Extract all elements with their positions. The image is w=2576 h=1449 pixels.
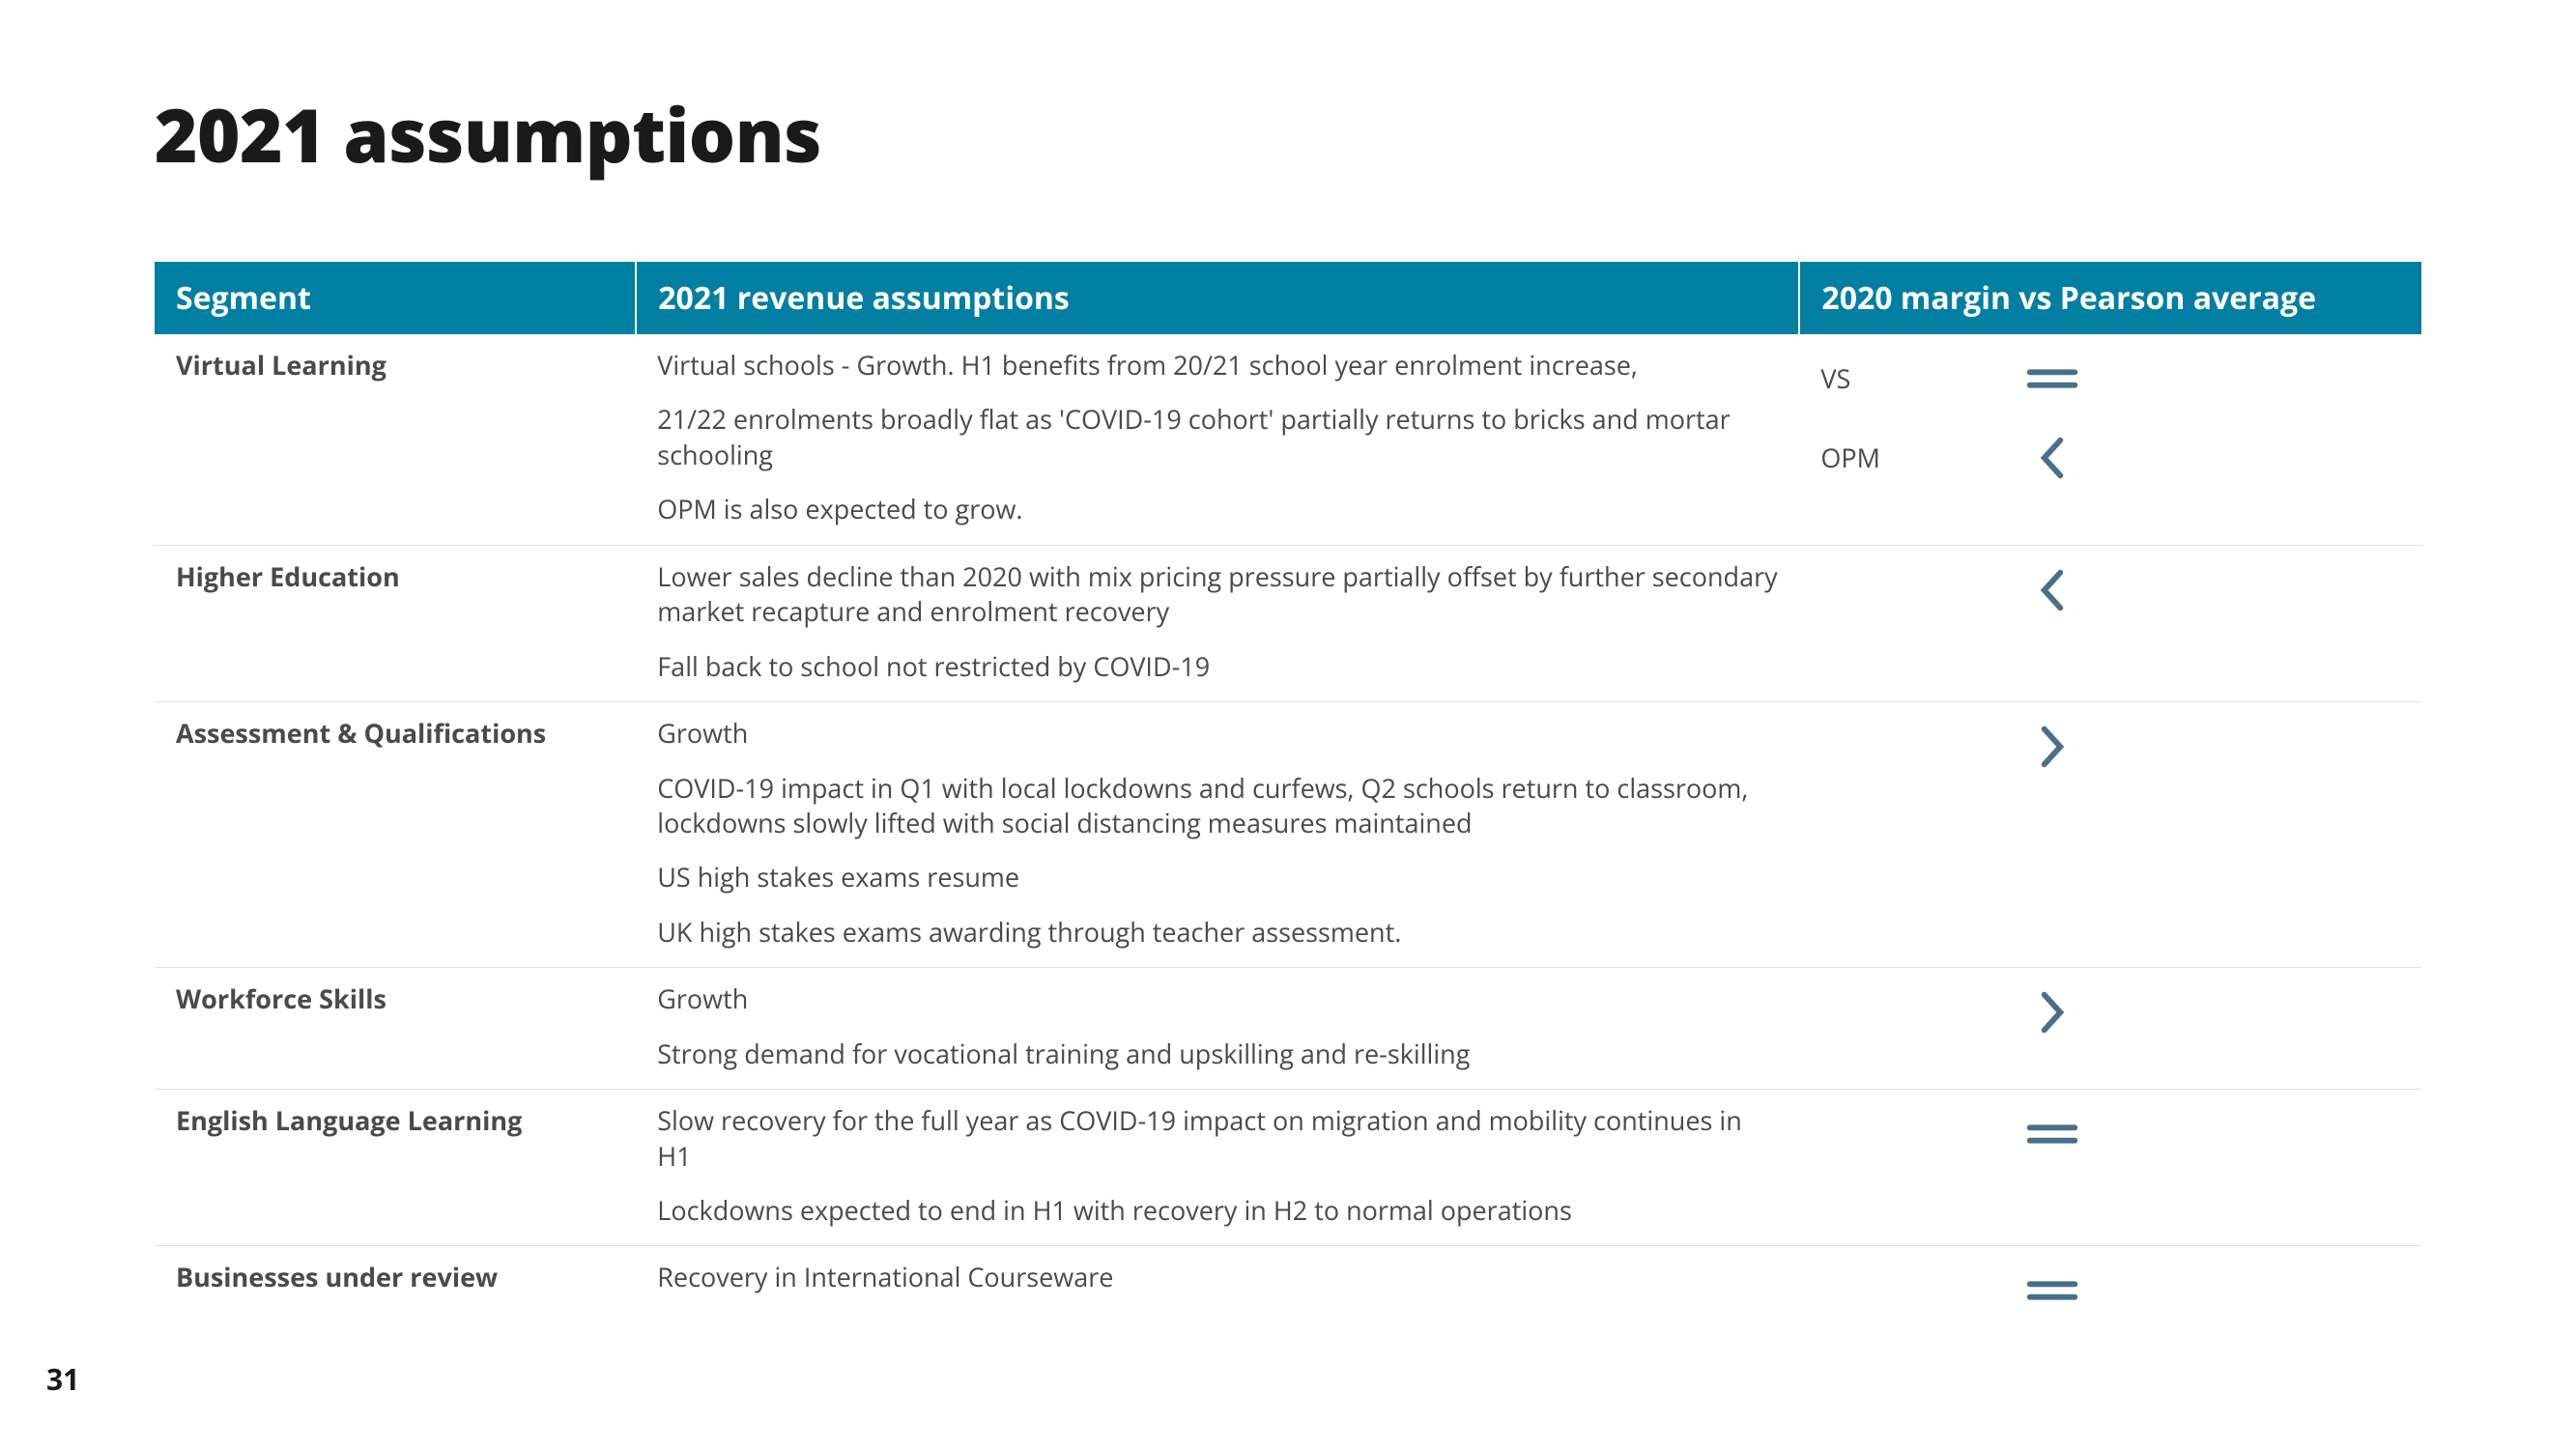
assumptions-table: Segment 2021 revenue assumptions 2020 ma…	[155, 262, 2421, 1331]
page-title: 2021 assumptions	[155, 85, 2421, 185]
segment-cell: Workforce Skills	[155, 968, 636, 1090]
margin-cell	[1799, 1246, 2421, 1332]
margin-rows	[1820, 981, 2400, 1036]
segment-cell: Higher Education	[155, 545, 636, 701]
margin-label: OPM	[1820, 440, 1975, 475]
segment-cell: Virtual Learning	[155, 334, 636, 545]
revenue-paragraph: 21/22 enrolments broadly flat as 'COVID-…	[657, 402, 1778, 472]
margin-row: OPM	[1820, 435, 2400, 481]
margin-rows	[1820, 1260, 2400, 1314]
revenue-cell: Virtual schools - Growth. H1 benefits fr…	[636, 334, 1799, 545]
greater-icon	[2014, 989, 2091, 1036]
header-segment: Segment	[155, 262, 636, 334]
margin-row	[1820, 1267, 2400, 1314]
segment-cell: English Language Learning	[155, 1090, 636, 1246]
revenue-paragraph: OPM is also expected to grow.	[657, 492, 1778, 526]
equal-icon	[2014, 1267, 2091, 1314]
revenue-paragraph: COVID-19 impact in Q1 with local lockdow…	[657, 771, 1778, 841]
margin-row	[1820, 724, 2400, 770]
table-row: Workforce Skills Growth Strong demand for …	[155, 968, 2421, 1090]
revenue-paragraph: Virtual schools - Growth. H1 benefits fr…	[657, 348, 1778, 383]
equal-icon	[2014, 1111, 2091, 1157]
greater-icon	[2014, 724, 2091, 770]
margin-rows	[1820, 559, 2400, 613]
equal-icon	[2014, 355, 2091, 402]
margin-row	[1820, 989, 2400, 1036]
table-row: Assessment & Qualifications Growth COVID-1…	[155, 702, 2421, 968]
segment-cell: Businesses under review	[155, 1246, 636, 1332]
margin-cell: VS OPM	[1799, 334, 2421, 545]
table-row: English Language Learning Slow recovery f…	[155, 1090, 2421, 1246]
margin-row	[1820, 567, 2400, 613]
revenue-paragraph: Growth	[657, 716, 1778, 751]
margin-label: VS	[1820, 361, 1975, 396]
slide: 2021 assumptions Segment 2021 revenue as…	[0, 0, 2576, 1449]
revenue-paragraph: US high stakes exams resume	[657, 860, 1778, 895]
margin-rows	[1820, 716, 2400, 770]
table-row: Higher Education Lower sales decline than…	[155, 545, 2421, 701]
revenue-cell: Slow recovery for the full year as COVID…	[636, 1090, 1799, 1246]
table-row: Virtual Learning Virtual schools - Growth…	[155, 334, 2421, 545]
revenue-paragraph: Lockdowns expected to end in H1 with rec…	[657, 1193, 1778, 1228]
margin-rows: VS OPM	[1820, 348, 2400, 481]
revenue-paragraph: Growth	[657, 981, 1778, 1016]
margin-row	[1820, 1111, 2400, 1157]
revenue-paragraph: Lower sales decline than 2020 with mix p…	[657, 559, 1778, 630]
revenue-cell: Growth COVID-19 impact in Q1 with local l…	[636, 702, 1799, 968]
revenue-paragraph: Recovery in International Courseware	[657, 1260, 1778, 1294]
revenue-paragraph: Strong demand for vocational training an…	[657, 1037, 1778, 1071]
revenue-cell: Recovery in International Courseware	[636, 1246, 1799, 1332]
margin-cell	[1799, 1090, 2421, 1246]
table-header-row: Segment 2021 revenue assumptions 2020 ma…	[155, 262, 2421, 334]
less-icon	[2014, 435, 2091, 481]
revenue-cell: Growth Strong demand for vocational train…	[636, 968, 1799, 1090]
margin-rows	[1820, 1103, 2400, 1157]
margin-cell	[1799, 545, 2421, 701]
revenue-paragraph: Fall back to school not restricted by CO…	[657, 649, 1778, 684]
revenue-cell: Lower sales decline than 2020 with mix p…	[636, 545, 1799, 701]
margin-cell	[1799, 702, 2421, 968]
margin-row: VS	[1820, 355, 2400, 402]
margin-cell	[1799, 968, 2421, 1090]
page-number: 31	[46, 1359, 79, 1399]
segment-cell: Assessment & Qualifications	[155, 702, 636, 968]
revenue-paragraph: UK high stakes exams awarding through te…	[657, 915, 1778, 950]
less-icon	[2014, 567, 2091, 613]
revenue-paragraph: Slow recovery for the full year as COVID…	[657, 1103, 1778, 1174]
header-margin: 2020 margin vs Pearson average	[1799, 262, 2421, 334]
header-revenue: 2021 revenue assumptions	[636, 262, 1799, 334]
table-row: Businesses under review Recovery in Inter…	[155, 1246, 2421, 1332]
